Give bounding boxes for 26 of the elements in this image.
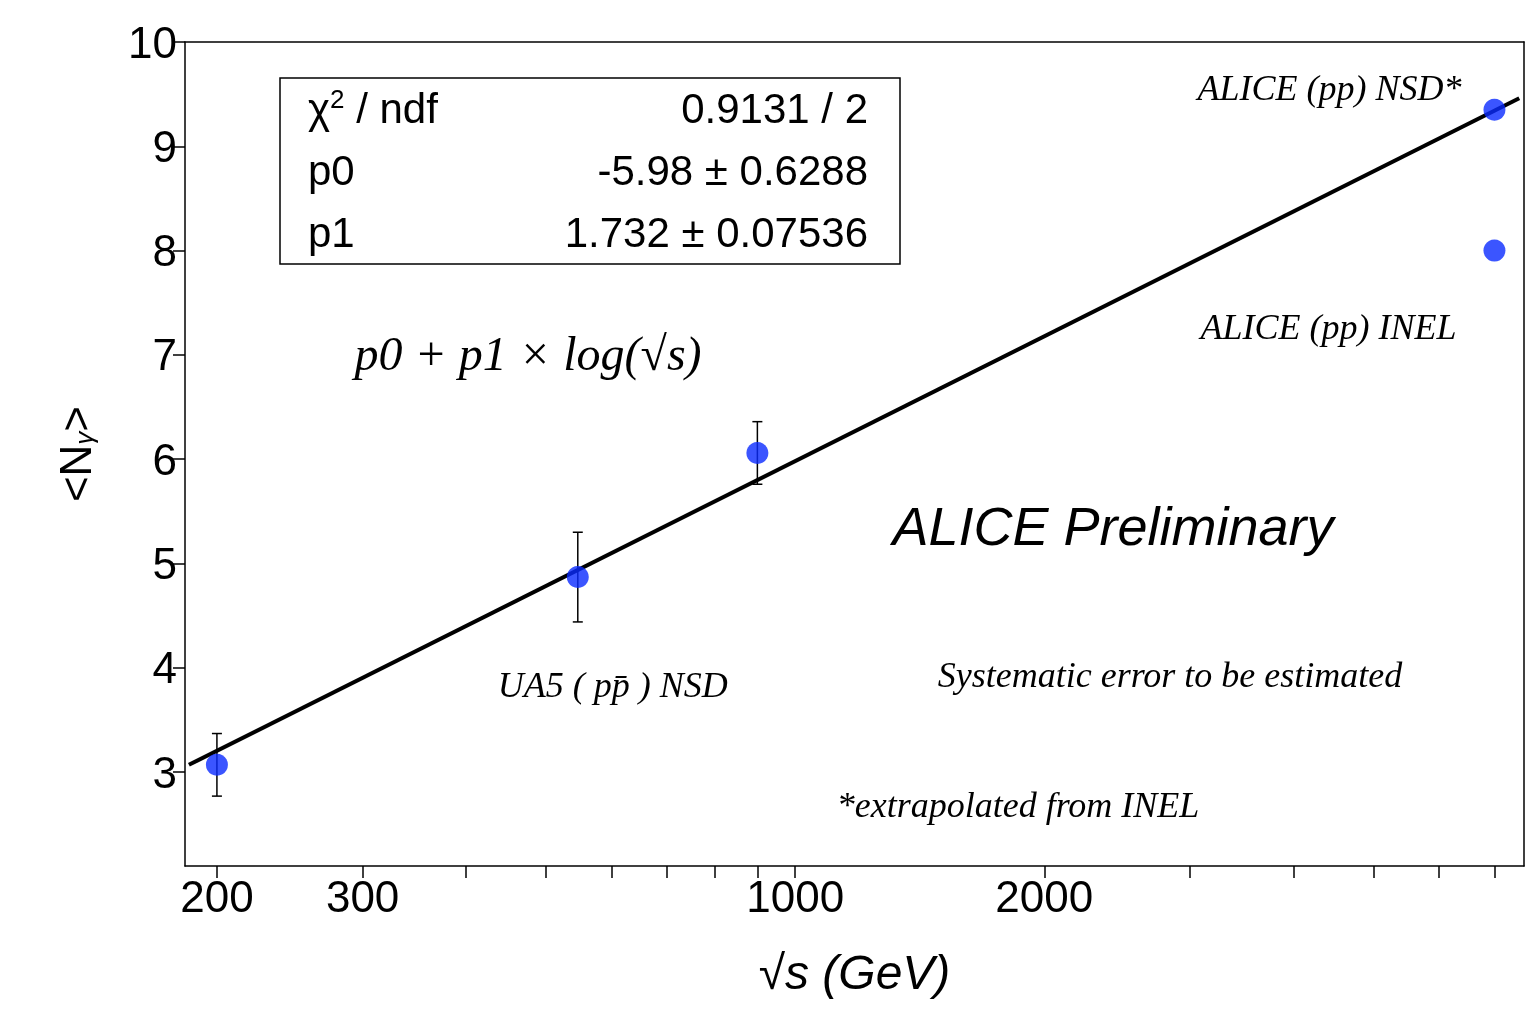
annotation: *extrapolated from INEL [836, 785, 1200, 825]
annotation: ALICE Preliminary [889, 496, 1337, 556]
x-tick-label: 2000 [995, 871, 1094, 921]
annotation: Systematic error to be estimated [937, 655, 1404, 695]
annotation: p0 + p1 × log(√s) [351, 326, 702, 381]
annotation: p0 [308, 146, 355, 194]
y-tick-label: 3 [152, 747, 177, 797]
y-tick-label: 4 [152, 643, 177, 693]
series-label: ALICE (pp) INEL [1198, 306, 1457, 347]
x-tick-label: 200 [180, 871, 254, 921]
annotation: p1 [308, 208, 355, 256]
x-axis-title: √s (GeV) [758, 945, 951, 999]
x-tick-label: 1000 [746, 871, 845, 921]
x-tick-label: 300 [325, 871, 400, 921]
annotation: -5.98 ± 0.6288 [597, 146, 868, 194]
y-tick-label: 10 [128, 17, 177, 67]
y-tick-label: 8 [152, 226, 177, 276]
y-tick-label: 7 [152, 330, 177, 380]
series-label: ALICE (pp) NSD* [1195, 67, 1462, 108]
annotation: 0.9131 / 2 [681, 84, 868, 132]
y-tick-label: 9 [152, 121, 177, 171]
y-tick-label: 6 [152, 434, 177, 484]
y-tick-label: 5 [152, 539, 177, 589]
text: UA5 ( pp̄ ) NSD [497, 665, 728, 706]
annotation: 1.732 ± 0.07536 [564, 208, 868, 256]
y-axis-title: <Nγ> [50, 405, 100, 503]
